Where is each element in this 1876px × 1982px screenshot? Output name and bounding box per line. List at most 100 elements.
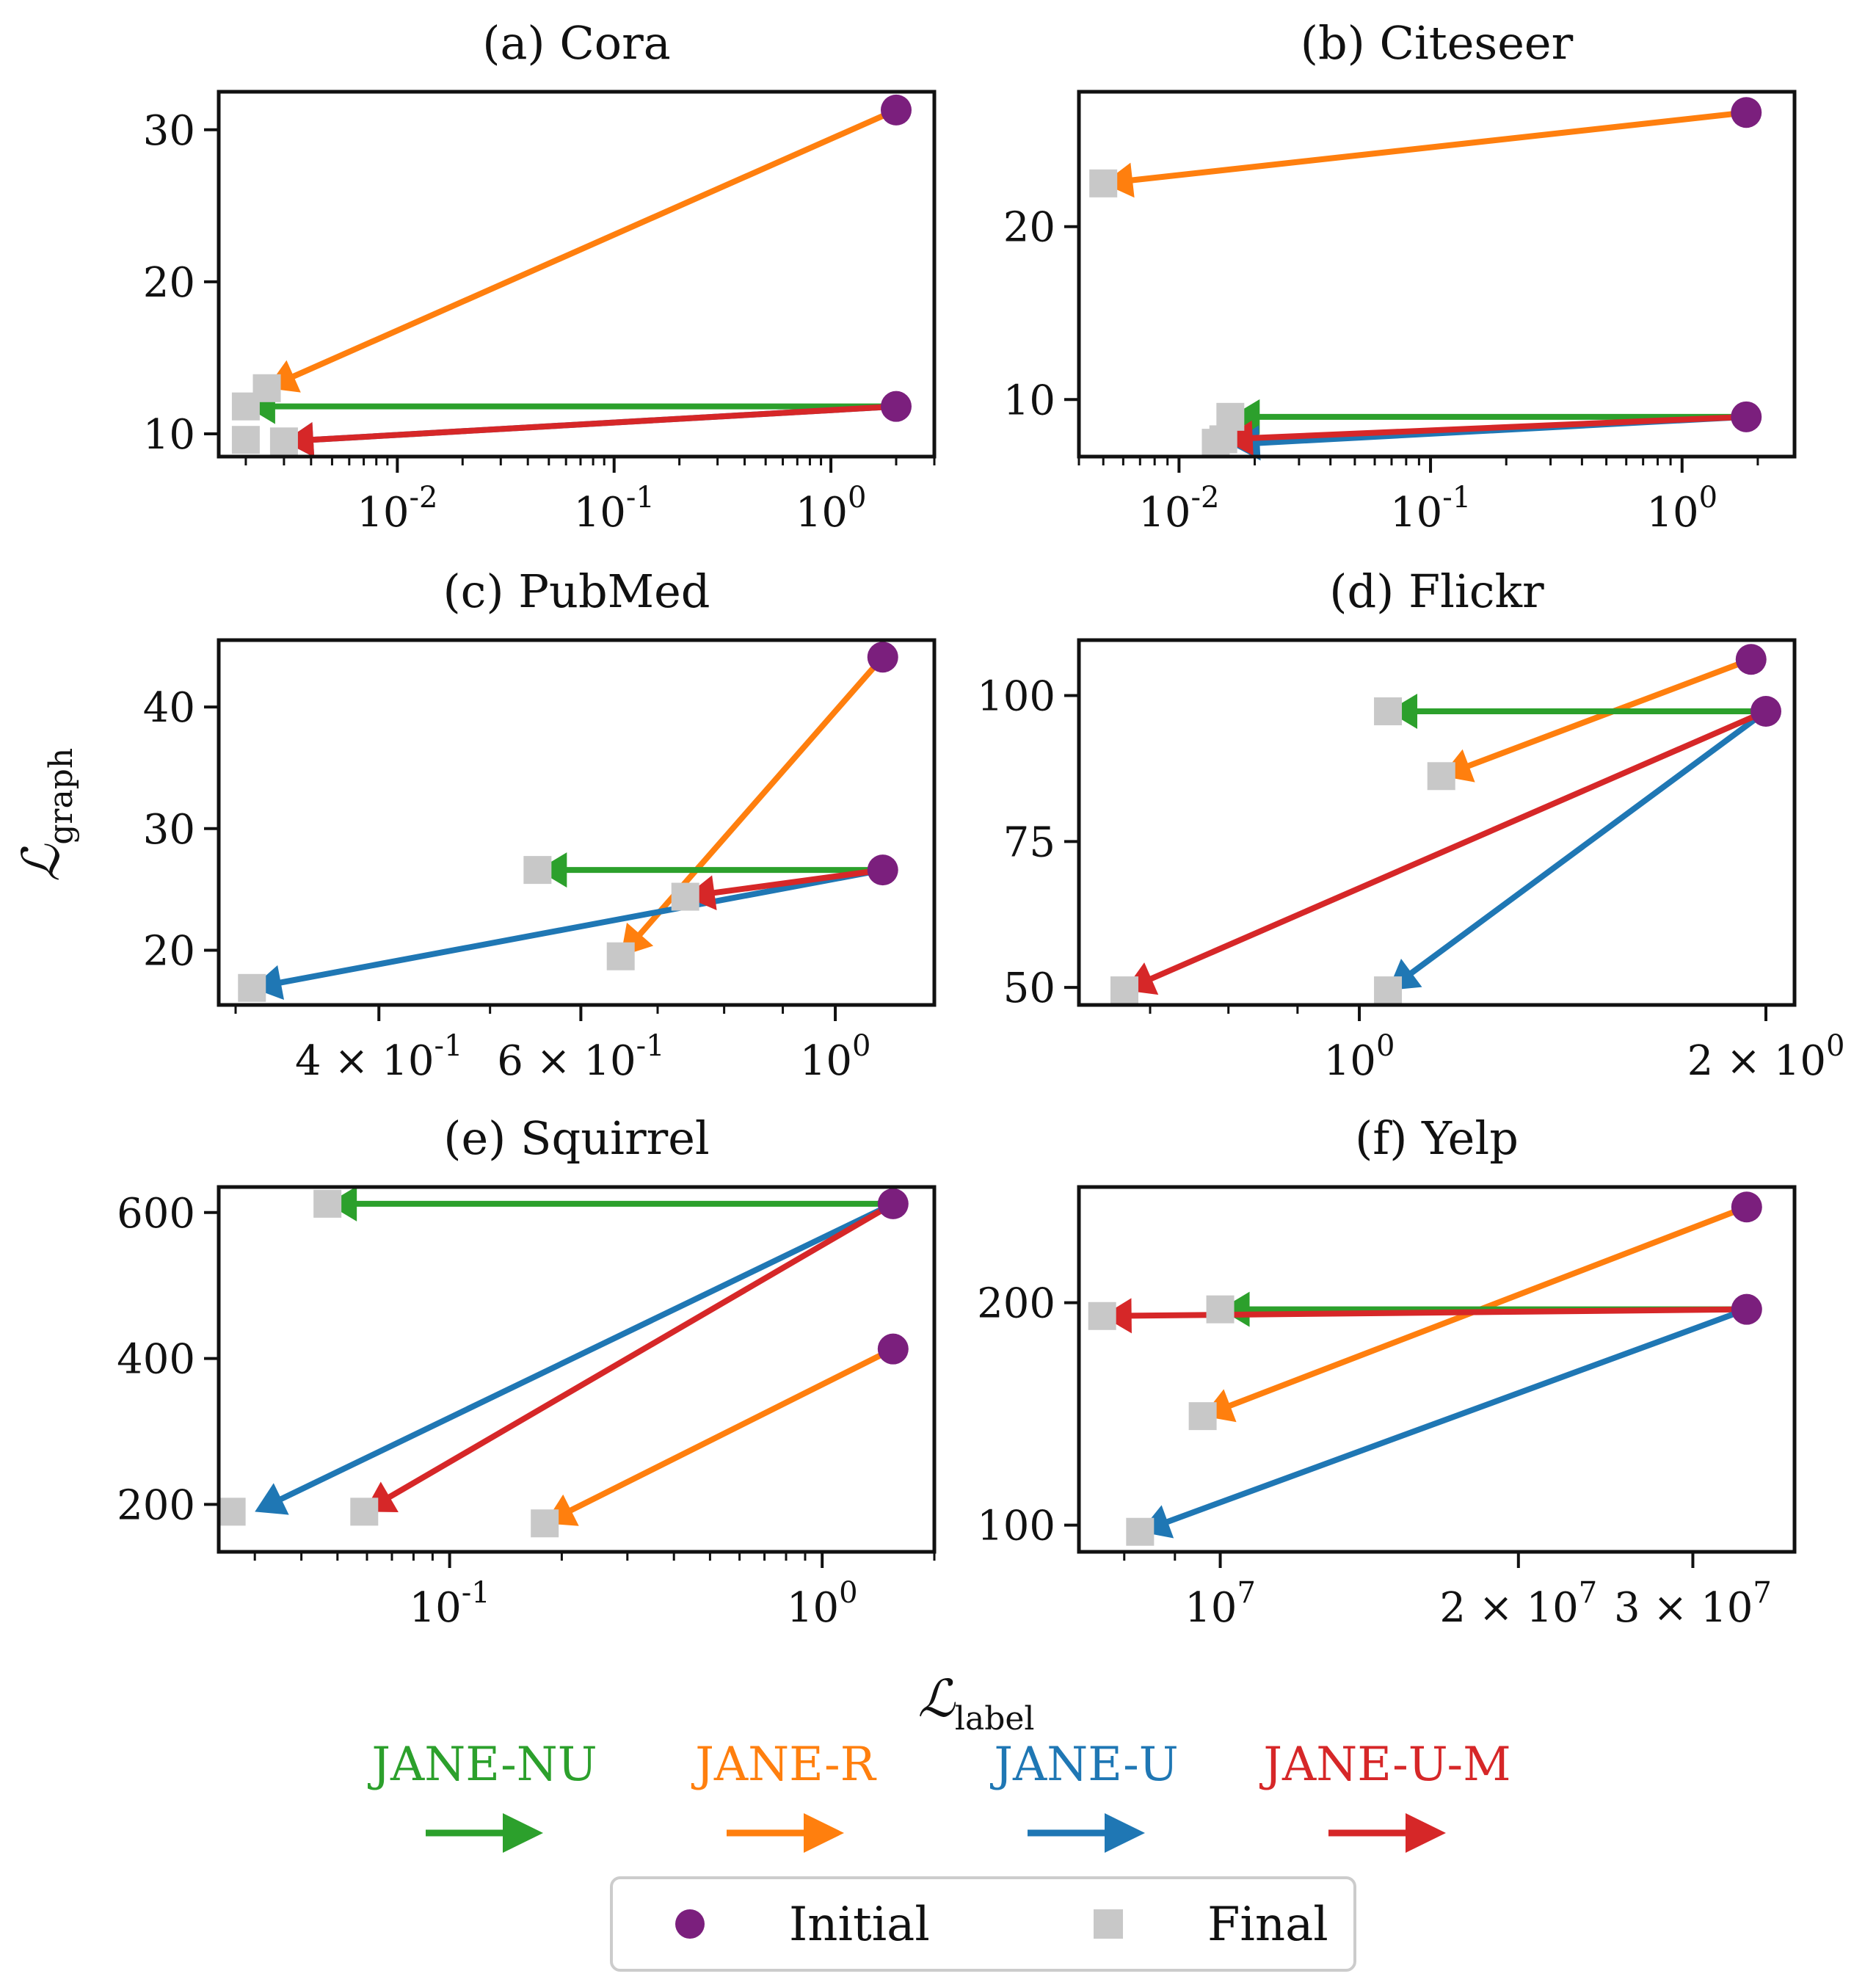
final-point [313,1189,342,1218]
legend-markers-frame [610,1876,1356,1972]
initial-point [1731,401,1762,432]
arrow-series [245,107,898,457]
arrow-series [255,1186,895,1526]
arrow-line-jane-r [567,1346,895,1514]
arrow-line-jane-u [277,867,884,987]
plot-frame [217,90,937,459]
x-tick-label: 10-1 [409,1576,490,1632]
final-point [1206,1295,1235,1324]
initial-point [867,854,898,886]
legend-initial-label: Initial [789,1898,930,1952]
final-point [1188,1402,1217,1431]
final-point [217,1498,246,1526]
y-tick-label: 40 [143,684,195,732]
subplot-b-citeseer: (b) Citeseer 10-2 10-1 100 10 20 [1003,16,1797,537]
initial-point [877,1188,909,1219]
subplot-title: (e) Squirrel [443,1111,710,1165]
x-tick-label: 3 × 107 [1614,1576,1772,1632]
y-tick-label: 600 [117,1190,195,1238]
y-tick-label: 200 [977,1280,1055,1328]
final-point [1427,762,1455,791]
subplot-panels: (a) Cora 10-2 10-1 100 10 20 30 (b) Citeseer 10-… [117,16,1844,1632]
plot-frame [217,638,937,1007]
final-point [231,392,260,421]
x-tick-label: 100 [1646,481,1717,537]
x-tick-label: 10-2 [1138,481,1219,537]
y-tick-label: 50 [1003,965,1055,1012]
legend-label-jane-nu: JANE-NU [367,1738,597,1792]
x-tick-label: 100 [796,481,867,537]
final-point [350,1498,379,1526]
y-tick-label: 30 [143,806,195,854]
legend-final-marker [1094,1909,1123,1939]
y-tick-label: 20 [1003,204,1055,252]
x-tick-label: 2 × 107 [1439,1576,1597,1632]
subplot-f-yelp: (f) Yelp 107 2 × 107 3 × 107 100 200 [977,1111,1797,1632]
arrow-series [1124,656,1768,995]
arrow-head-jane-u [252,965,284,1001]
final-point [1088,1302,1116,1330]
x-tick-label: 10-1 [574,481,655,537]
x-axis-label-sub: label [955,1700,1035,1738]
initial-point [1731,1293,1762,1325]
x-tick-label: 4 × 10-1 [295,1029,462,1085]
y-tick-label: 200 [117,1481,195,1529]
final-point [1374,976,1403,1005]
initial-point [1731,1191,1762,1223]
x-axis-label: ℒlabel [917,1669,1034,1738]
plot-frame [1077,90,1797,459]
final-point [238,973,266,1002]
legend-label-jane-u: JANE-U [989,1738,1178,1792]
arrow-series [1103,109,1747,461]
legend-arrow-head-jane-u-m [1406,1813,1446,1853]
legend-markers: Initial Final [610,1876,1356,1972]
arrow-head-jane-u-m [685,875,717,910]
initial-point [1750,696,1782,727]
initial-point [880,94,912,126]
subplot-d-flickr: (d) Flickr 100 2 × 100 50 75 100 [977,565,1844,1085]
y-axis-label-main: ℒ [11,843,71,882]
arrow-head-jane-nu [1230,399,1260,435]
arrow-head-jane-nu [327,1186,357,1221]
legend-arrow-head-jane-nu [503,1813,543,1853]
final-point [1126,1517,1155,1546]
y-tick-label: 10 [1003,377,1055,424]
legend-final-label: Final [1207,1898,1328,1952]
final-point [269,427,298,456]
legend-label-jane-r: JANE-R [691,1738,876,1792]
arrow-line-jane-u-m [710,867,884,896]
plot-frame [1077,1185,1797,1554]
subplot-c-pubmed: (c) PubMed 4 × 10-1 6 × 10-1 100 20 30 40 [143,565,937,1085]
subplot-title: (d) Flickr [1329,565,1544,618]
legend-initial-marker [675,1909,705,1939]
legend-arrow-head-jane-r [804,1813,844,1853]
initial-point [1735,644,1767,675]
arrow-head-jane-nu [1220,1291,1250,1327]
arrow-line-jane-u [1407,708,1768,977]
plot-frame [217,1185,937,1554]
arrow-head-jane-nu [1388,694,1418,730]
arrow-line-jane-u-m [1147,708,1767,983]
x-tick-label: 6 × 10-1 [497,1029,664,1085]
y-tick-label: 75 [1003,818,1055,866]
x-tick-label: 10-2 [357,481,437,537]
final-point [1374,697,1403,726]
subplot-title: (b) Citeseer [1301,16,1574,70]
initial-point [880,391,912,422]
x-tick-label: 10-1 [1390,481,1471,537]
final-point [1089,169,1118,197]
initial-point [867,642,898,673]
legend-arrow-head-jane-u [1105,1813,1145,1853]
y-tick-label: 400 [117,1336,195,1384]
legend-label-jane-u-m: JANE-U-M [1259,1738,1510,1792]
subplot-title: (a) Cora [482,16,670,70]
y-axis-label-sub: graph [43,748,80,845]
y-tick-label: 20 [143,927,195,975]
x-tick-label: 100 [787,1576,858,1632]
final-point [231,426,260,454]
final-point [523,856,552,885]
x-tick-label: 100 [800,1029,871,1085]
arrow-head-jane-r [1103,162,1135,198]
subplot-title: (c) PubMed [443,565,710,618]
arrow-head-jane-u-m [1223,420,1254,456]
